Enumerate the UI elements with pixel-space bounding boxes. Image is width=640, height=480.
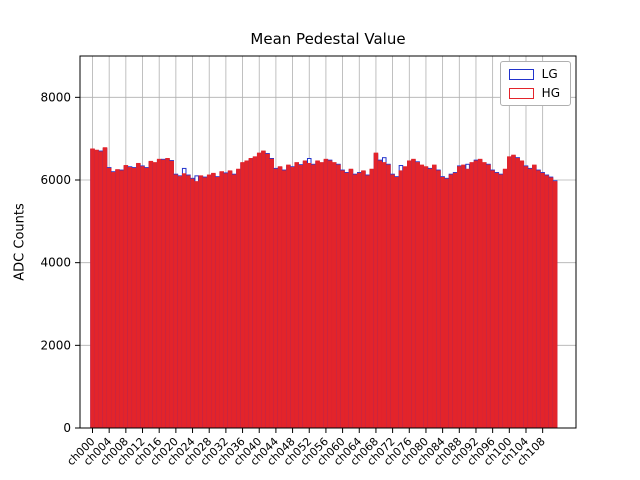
legend-label-lg: LG xyxy=(541,67,558,81)
legend-item-hg: HG xyxy=(508,86,560,100)
legend: LG HG xyxy=(499,61,571,106)
legend-item-lg: LG xyxy=(508,67,560,81)
svg-text:4000: 4000 xyxy=(40,256,71,270)
svg-text:0: 0 xyxy=(63,421,71,435)
hg-swatch xyxy=(508,87,534,99)
lg-swatch xyxy=(508,68,534,80)
svg-text:8000: 8000 xyxy=(40,90,71,104)
svg-text:6000: 6000 xyxy=(40,173,71,187)
chart-title: Mean Pedestal Value xyxy=(250,30,406,48)
legend-label-hg: HG xyxy=(541,86,560,100)
svg-text:2000: 2000 xyxy=(40,338,71,352)
